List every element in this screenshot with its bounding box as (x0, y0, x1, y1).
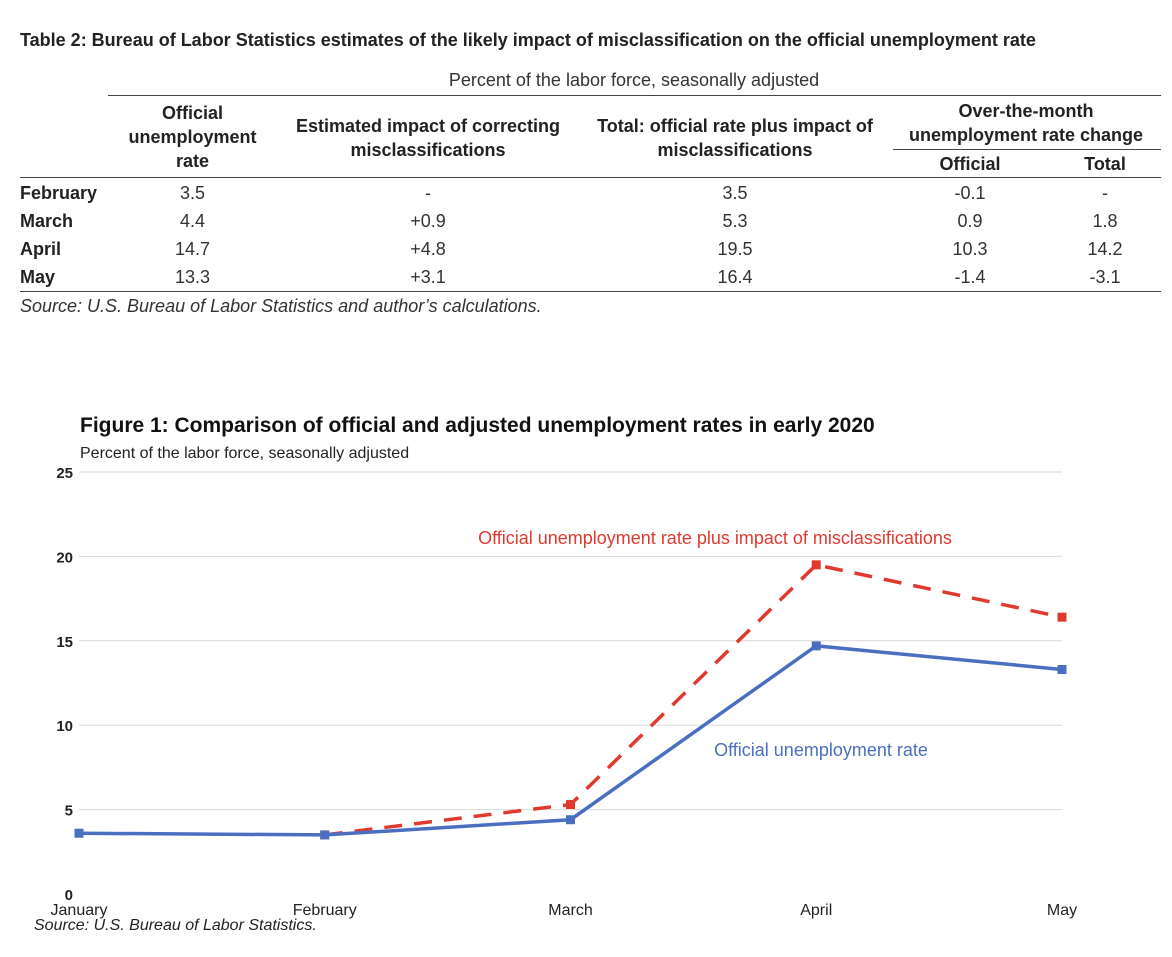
cell-official: 14.7 (174, 239, 211, 259)
series-line-adjusted (324, 562, 1063, 837)
y-tick-label: 15 (56, 634, 73, 651)
header-over-the-month: Over-the-month unemployment rate change (892, 99, 1160, 147)
cell-official: 4.4 (179, 211, 206, 231)
series-label-adjusted: Official unemployment rate plus impact o… (478, 528, 952, 548)
cell-total: 5.3 (722, 211, 748, 231)
header-impact-line-1: Estimated impact of correcting (295, 116, 561, 136)
row-label: March (20, 211, 74, 231)
data-point-official (1057, 664, 1067, 674)
data-point-adjusted (1057, 612, 1067, 622)
chart-source: Source: U.S. Bureau of Labor Statistics. (34, 917, 317, 934)
header-otm-total: Total (1084, 154, 1126, 174)
x-tick-label: February (293, 902, 357, 919)
table-title: Table 2: Bureau of Labor Statistics esti… (20, 30, 1036, 50)
y-tick-label: 0 (65, 887, 73, 904)
header-total-line-2: misclassifications (657, 140, 813, 160)
header-official-line-1: Official (161, 103, 223, 123)
table-source: Source: U.S. Bureau of Labor Statistics … (20, 296, 542, 316)
series-label-official: Official unemployment rate (714, 740, 928, 760)
x-tick-label: May (1047, 902, 1077, 919)
cell-otm-official: -1.4 (954, 267, 986, 287)
data-point-adjusted (811, 560, 821, 570)
cell-otm-total: -3.1 (1089, 267, 1121, 287)
over-the-month-rule (893, 149, 1161, 150)
cell-otm-official: 0.9 (957, 211, 983, 231)
cell-impact: - (425, 183, 431, 203)
chart-subtitle: Percent of the labor force, seasonally a… (80, 445, 410, 462)
cell-otm-official: 10.3 (952, 239, 988, 259)
header-official-line-3: rate (175, 151, 210, 171)
cell-otm-total: 14.2 (1087, 239, 1123, 259)
cell-impact: +3.1 (410, 267, 446, 287)
y-tick-label: 20 (56, 549, 73, 566)
cell-otm-official: -0.1 (954, 183, 986, 203)
table-header-top-rule (108, 95, 1161, 96)
data-point-official (320, 830, 330, 840)
data-point-official (566, 815, 575, 825)
header-official-rate: Official unemployment rate (110, 101, 275, 173)
cell-otm-total: - (1102, 183, 1108, 203)
cell-total: 19.5 (717, 239, 753, 259)
header-total: Total: official rate plus impact of misc… (580, 114, 890, 162)
y-tick-label: 5 (65, 803, 73, 820)
header-otm-official: Official (939, 154, 1001, 174)
data-point-official (74, 828, 84, 838)
cell-official: 3.5 (179, 183, 206, 203)
cell-official: 13.3 (174, 267, 211, 287)
data-point-adjusted (566, 800, 575, 810)
header-otm-line-2: unemployment rate change (908, 125, 1144, 145)
y-tick-label: 25 (56, 465, 73, 482)
row-label: April (20, 239, 62, 259)
y-tick-label: 10 (56, 718, 73, 735)
row-label: May (20, 267, 56, 287)
x-tick-label: January (51, 902, 108, 919)
data-point-official (811, 641, 821, 651)
header-total-line-1: Total: official rate plus impact of (597, 116, 873, 136)
table-subtitle: Percent of the labor force, seasonally a… (448, 70, 820, 90)
x-tick-label: March (548, 902, 592, 919)
cell-otm-total: 1.8 (1092, 211, 1118, 231)
cell-impact: +0.9 (410, 211, 446, 231)
table-header-bottom-rule (20, 177, 1161, 178)
row-label: February (20, 183, 98, 203)
header-official-line-2: unemployment (128, 127, 257, 147)
header-impact-line-2: misclassifications (350, 140, 506, 160)
table-bottom-rule (20, 291, 1161, 292)
cell-total: 16.4 (717, 267, 753, 287)
cell-impact: +4.8 (410, 239, 446, 259)
cell-total: 3.5 (722, 183, 748, 203)
x-tick-label: April (800, 902, 832, 919)
chart-title: Figure 1: Comparison of official and adj… (80, 414, 875, 437)
header-estimated-impact: Estimated impact of correcting misclassi… (278, 114, 578, 162)
header-otm-line-1: Over-the-month (958, 101, 1094, 121)
